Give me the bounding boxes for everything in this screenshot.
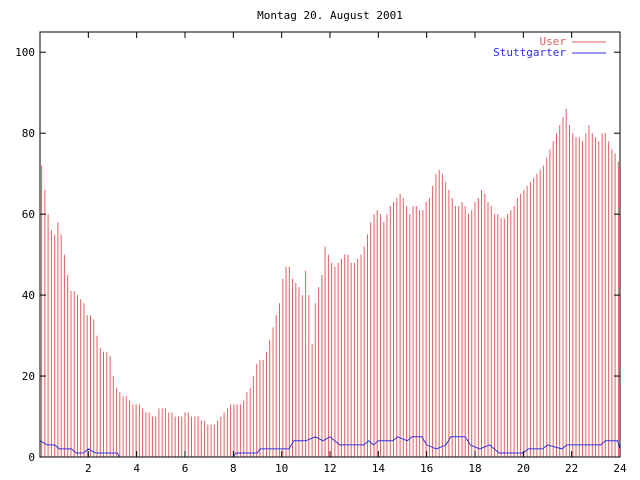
x-tick-label: 12	[323, 462, 336, 475]
y-tick-label: 0	[28, 451, 35, 464]
user-bars	[41, 108, 619, 457]
x-tick-label: 8	[230, 462, 237, 475]
x-tick-label: 16	[420, 462, 433, 475]
stuttgarter-line	[39, 436, 621, 458]
x-tick-label: 2	[85, 462, 92, 475]
x-tick-label: 6	[182, 462, 189, 475]
y-tick-label: 40	[22, 289, 35, 302]
y-axis: 0 20 40 60 80 100	[15, 46, 620, 464]
y-tick-label: 80	[22, 127, 35, 140]
plot-frame	[39, 31, 621, 458]
legend-label-stuttgarter: Stuttgarter	[493, 46, 566, 59]
y-tick-label: 20	[22, 370, 35, 383]
x-tick-label: 18	[468, 462, 481, 475]
x-axis: 2 4 6 8 10 12 14 16 18 20 22 24	[85, 32, 627, 475]
legend: User Stuttgarter	[493, 35, 606, 59]
x-tick-label: 14	[372, 462, 386, 475]
y-tick-label: 60	[22, 208, 35, 221]
legend-label-user: User	[540, 35, 567, 48]
x-tick-label: 22	[565, 462, 578, 475]
chart-title: Montag 20. August 2001	[257, 9, 403, 22]
y-tick-label: 100	[15, 46, 35, 59]
x-tick-label: 10	[275, 462, 288, 475]
x-tick-label: 24	[613, 462, 627, 475]
x-tick-label: 4	[133, 462, 140, 475]
x-tick-label: 20	[517, 462, 530, 475]
